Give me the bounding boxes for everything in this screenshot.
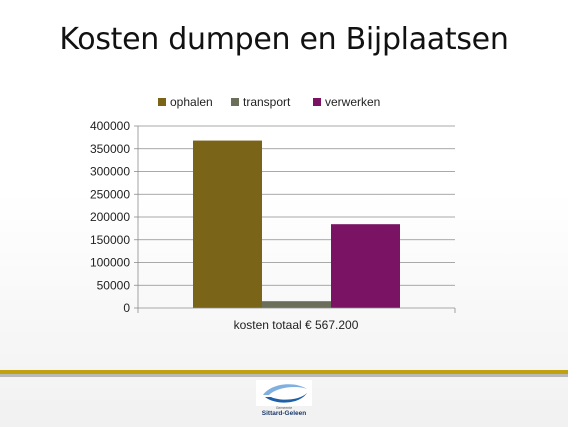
bar-ophalen <box>193 140 262 308</box>
page-title: Kosten dumpen en Bijplaatsen <box>59 22 509 57</box>
x-category-label: kosten totaal € 567.200 <box>234 318 359 332</box>
logo-text-city: Sittard-Geleen <box>261 410 307 417</box>
y-tick-label: 50000 <box>97 278 131 292</box>
bar-verwerken <box>331 224 400 308</box>
legend-label-ophalen: ophalen <box>170 95 213 109</box>
chart-bars <box>193 140 400 308</box>
y-axis-ticks: 0 50000 100000 150000 200000 250000 300000 3500… <box>90 119 138 315</box>
y-tick-label: 400000 <box>90 119 130 133</box>
bar-transport <box>262 301 331 308</box>
y-tick-label: 350000 <box>90 142 130 156</box>
footer-grey-line <box>0 374 568 377</box>
footer-gold-line <box>0 370 568 374</box>
legend-label-transport: transport <box>243 95 291 109</box>
bar-chart: 0 50000 100000 150000 200000 250000 300000 3500… <box>90 95 456 332</box>
municipality-logo: Gemeente Sittard-Geleen <box>255 379 313 423</box>
logo-swoosh-icon <box>256 380 312 406</box>
y-tick-label: 0 <box>123 301 130 315</box>
chart-legend: ophalen transport verwerken <box>158 95 380 109</box>
y-tick-label: 300000 <box>90 165 130 179</box>
legend-label-verwerken: verwerken <box>325 95 380 109</box>
y-tick-label: 150000 <box>90 233 130 247</box>
legend-swatch-transport <box>231 98 239 106</box>
chart-axes <box>137 126 456 313</box>
chart-gridlines <box>138 125 455 286</box>
legend-swatch-verwerken <box>313 98 321 106</box>
y-tick-label: 200000 <box>90 210 130 224</box>
logo-text-gemeente: Gemeente <box>275 406 293 410</box>
y-tick-label: 100000 <box>90 256 130 270</box>
legend-swatch-ophalen <box>158 98 166 106</box>
y-tick-label: 250000 <box>90 187 130 201</box>
